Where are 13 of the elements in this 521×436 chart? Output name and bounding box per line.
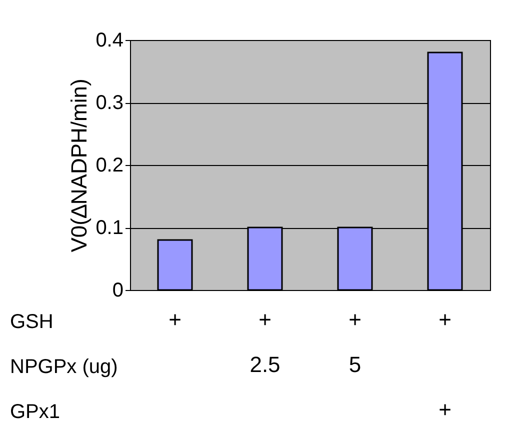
x-tick-label: + [168, 307, 182, 332]
x-tick-label: + 2.5 [250, 307, 280, 377]
y-tick-label: 0.3 [96, 92, 124, 114]
category-label: + + [438, 307, 452, 422]
y-tick-label: 0.2 [96, 154, 124, 176]
text: GPx1 [10, 401, 60, 423]
y-tick-label: 0 [112, 280, 124, 302]
text: GSH [10, 311, 54, 333]
y-axis-title: V0(∆NADPH/min) [66, 78, 92, 252]
y-tick-label: 0.4 [96, 30, 124, 52]
x-tick-label: + 5 [348, 307, 362, 377]
text: NPGPx (ug) [10, 356, 118, 378]
y-tick-label: 0.1 [96, 217, 124, 239]
